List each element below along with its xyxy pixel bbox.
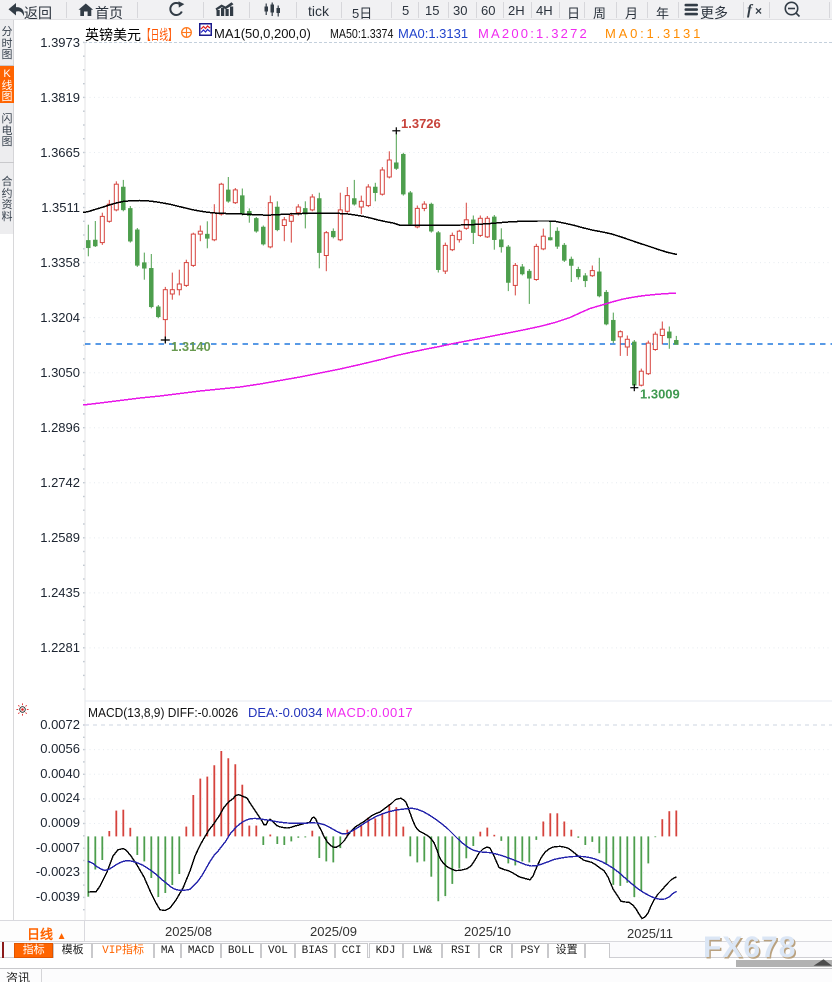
- svg-text:1.3140: 1.3140: [171, 339, 211, 354]
- svg-text:1.3009: 1.3009: [640, 387, 680, 402]
- svg-text:f: f: [747, 3, 754, 19]
- svg-text:1.3726: 1.3726: [401, 116, 441, 131]
- svg-text:×: ×: [755, 4, 762, 18]
